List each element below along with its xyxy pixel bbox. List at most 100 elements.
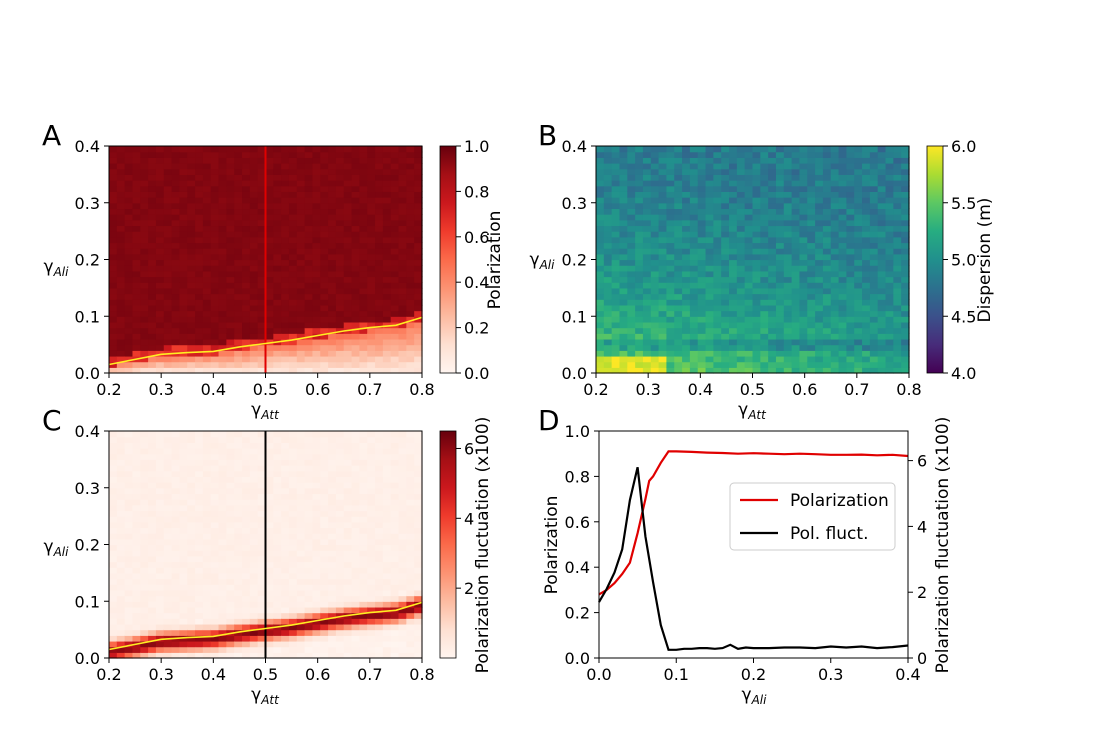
y-tick-label: 0.1	[562, 307, 587, 326]
heatmap-cell	[281, 287, 290, 295]
heatmap-cell	[650, 270, 660, 278]
heatmap-cell	[642, 265, 652, 272]
heatmap-cell	[124, 338, 134, 346]
heatmap-cell	[744, 242, 754, 249]
heatmap-cell	[140, 533, 149, 540]
heatmap-cell	[382, 431, 392, 438]
heatmap-cell	[815, 248, 824, 255]
heatmap-cell	[414, 282, 423, 289]
heatmap-cell	[359, 572, 368, 580]
heatmap-cell	[375, 321, 384, 329]
heatmap-cell	[210, 555, 220, 563]
heatmap-cell	[155, 442, 165, 449]
heatmap-cell	[398, 431, 407, 438]
heatmap-cell	[296, 299, 306, 306]
heatmap-cell	[697, 197, 707, 204]
heatmap-cell	[359, 299, 368, 306]
heatmap-cell	[674, 208, 683, 215]
heatmap-cell	[155, 527, 165, 534]
heatmap-cell	[265, 635, 274, 642]
heatmap-cell	[187, 163, 196, 170]
heatmap-cell	[328, 231, 337, 238]
heatmap-cell	[296, 321, 306, 329]
heatmap-cell	[288, 431, 298, 438]
heatmap-cell	[304, 487, 314, 495]
heatmap-cell	[406, 270, 415, 278]
heatmap-cell	[249, 253, 259, 261]
heatmap-cell	[862, 219, 871, 227]
heatmap-cell	[218, 601, 227, 608]
heatmap-cell	[815, 214, 824, 221]
heatmap-cell	[124, 344, 134, 351]
heatmap-cell	[885, 225, 894, 232]
heatmap-cell	[885, 310, 894, 317]
heatmap-cell	[611, 299, 621, 306]
heatmap-cell	[398, 555, 407, 563]
heatmap-cell	[273, 470, 282, 477]
heatmap-cell	[257, 618, 267, 625]
heatmap-cell	[375, 431, 384, 438]
heatmap-cell	[398, 355, 407, 363]
heatmap-cell	[257, 431, 267, 438]
heatmap-cell	[869, 310, 879, 317]
heatmap-cell	[854, 270, 863, 278]
heatmap-cell	[328, 453, 337, 460]
heatmap-cell	[148, 350, 157, 357]
heatmap-cell	[195, 612, 204, 619]
heatmap-cell	[642, 367, 652, 374]
heatmap-cell	[171, 555, 181, 563]
heatmap-cell	[265, 310, 274, 317]
heatmap-cell	[343, 521, 353, 529]
heatmap-cell	[398, 572, 407, 580]
heatmap-cell	[343, 595, 353, 602]
colorbar-tick-label: 0.6	[464, 228, 489, 247]
heatmap-cell	[627, 293, 636, 300]
heatmap-cell	[202, 344, 212, 351]
heatmap-cell	[171, 595, 181, 602]
heatmap-cell	[885, 333, 894, 340]
heatmap-cell	[697, 208, 707, 215]
heatmap-cell	[721, 219, 730, 227]
y-tick-label: 0.4	[75, 422, 100, 441]
heatmap-cell	[822, 327, 832, 334]
heatmap-cell	[335, 521, 345, 529]
heatmap-cell	[281, 208, 290, 215]
heatmap-cell	[163, 629, 173, 636]
heatmap-cell	[760, 293, 769, 300]
heatmap-cell	[650, 225, 660, 232]
heatmap-cell	[187, 270, 196, 278]
heatmap-cell	[304, 367, 314, 374]
heatmap-cell	[155, 151, 165, 158]
heatmap-cell	[603, 231, 613, 238]
heatmap-cell	[893, 316, 902, 323]
heatmap-cell	[116, 265, 126, 272]
heatmap-cell	[312, 344, 321, 351]
heatmap-cell	[257, 168, 267, 175]
heatmap-cell	[611, 225, 621, 232]
heatmap-cell	[603, 304, 613, 312]
heatmap-cell	[343, 584, 353, 591]
heatmap-cell	[830, 151, 840, 158]
heatmap-cell	[109, 550, 118, 557]
heatmap-cell	[822, 180, 832, 187]
heatmap-cell	[265, 225, 274, 232]
heatmap-cell	[109, 572, 118, 580]
heatmap-cell	[171, 516, 181, 523]
heatmap-cell	[375, 561, 384, 568]
heatmap-cell	[320, 516, 329, 523]
heatmap-cell	[148, 448, 157, 455]
heatmap-cell	[210, 180, 220, 187]
heatmap-cell	[398, 270, 407, 278]
heatmap-cell	[187, 538, 196, 546]
heatmap-cell	[288, 635, 298, 642]
heatmap-cell	[846, 333, 855, 340]
heatmap-cell	[791, 202, 801, 210]
heatmap-cell	[375, 265, 384, 272]
heatmap-cell	[234, 465, 243, 472]
heatmap-cell	[635, 259, 644, 266]
heatmap-cell	[171, 436, 181, 443]
heatmap-cell	[218, 231, 227, 238]
heatmap-cell	[635, 180, 644, 187]
heatmap-cell	[226, 208, 235, 215]
heatmap-cell	[713, 253, 722, 261]
